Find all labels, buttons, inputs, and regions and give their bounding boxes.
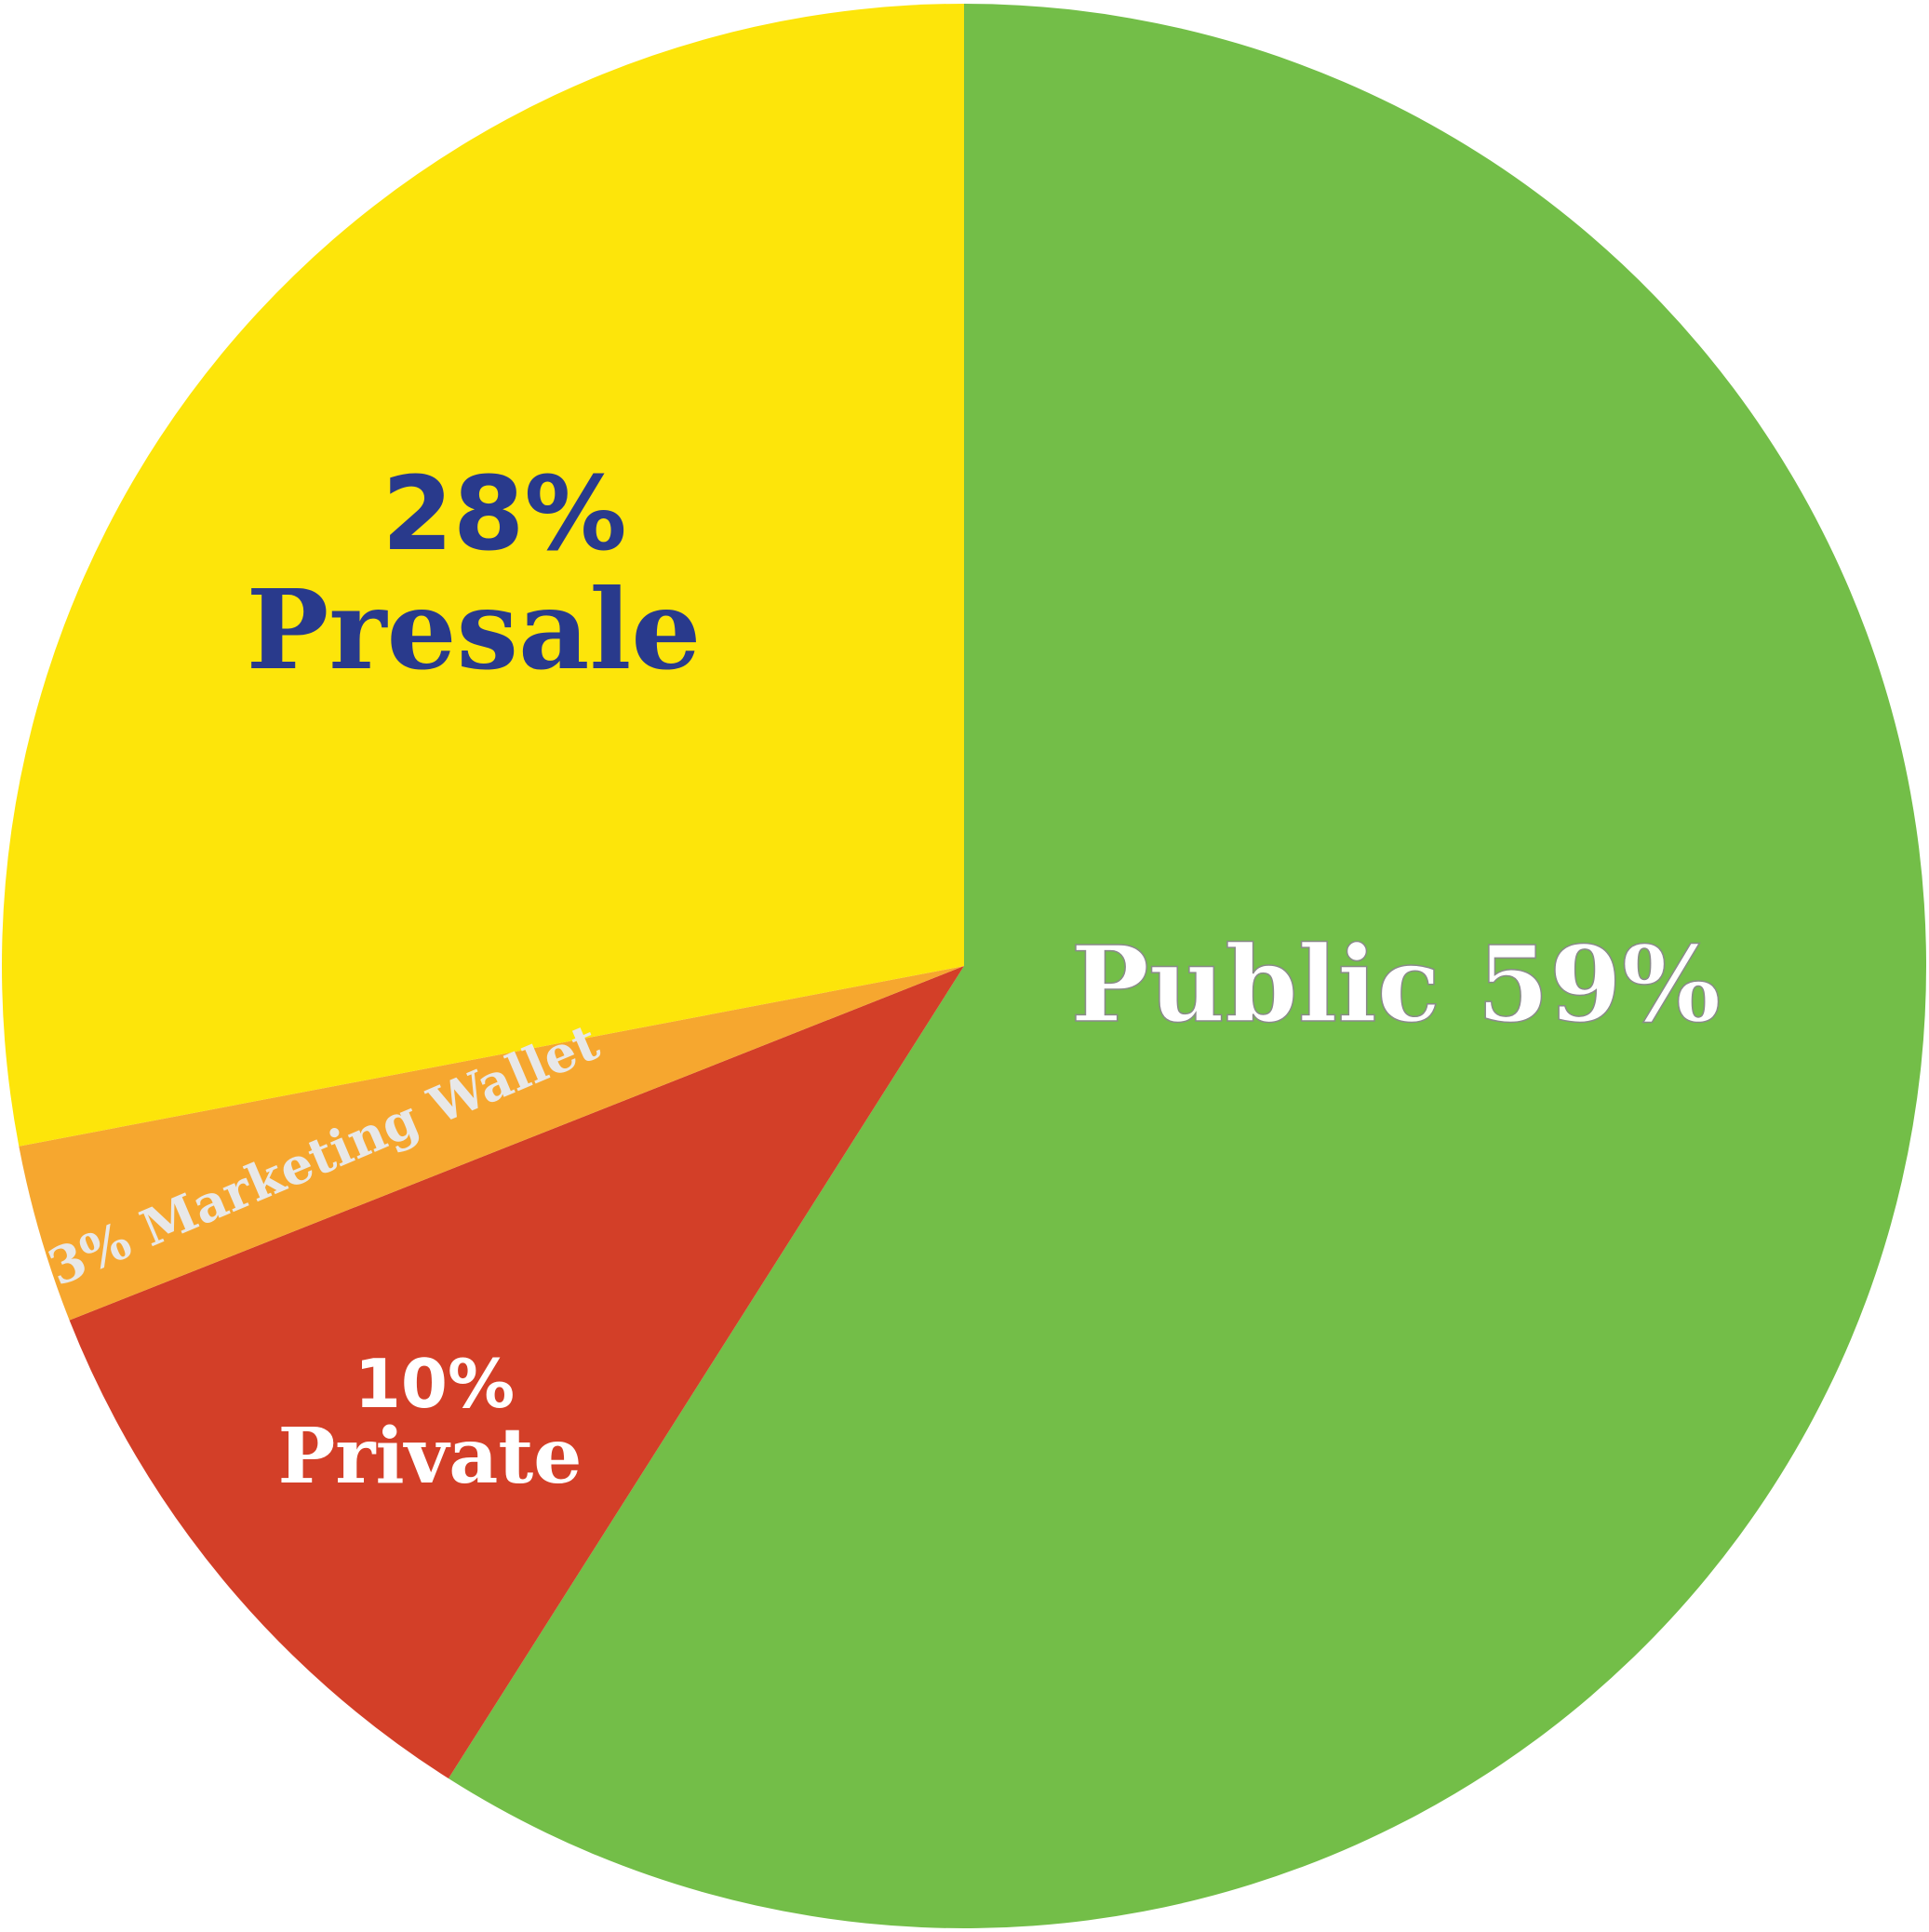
- pie-slice-presale: [1, 4, 964, 1147]
- pie-slice-marketing-wallet: [19, 966, 964, 1321]
- pie-slices: [1, 4, 1927, 1928]
- slice-label-presale-name: Presale: [247, 565, 702, 694]
- slice-label-private-name: Private: [278, 1412, 583, 1501]
- slice-label-private-percent: 10%: [355, 1345, 515, 1423]
- slice-label-presale-percent: 28%: [382, 454, 626, 573]
- pie-slice-public: [448, 4, 1927, 1928]
- slice-label-public: Public 59%: [1071, 924, 1721, 1046]
- pie-slice-private: [69, 966, 965, 1779]
